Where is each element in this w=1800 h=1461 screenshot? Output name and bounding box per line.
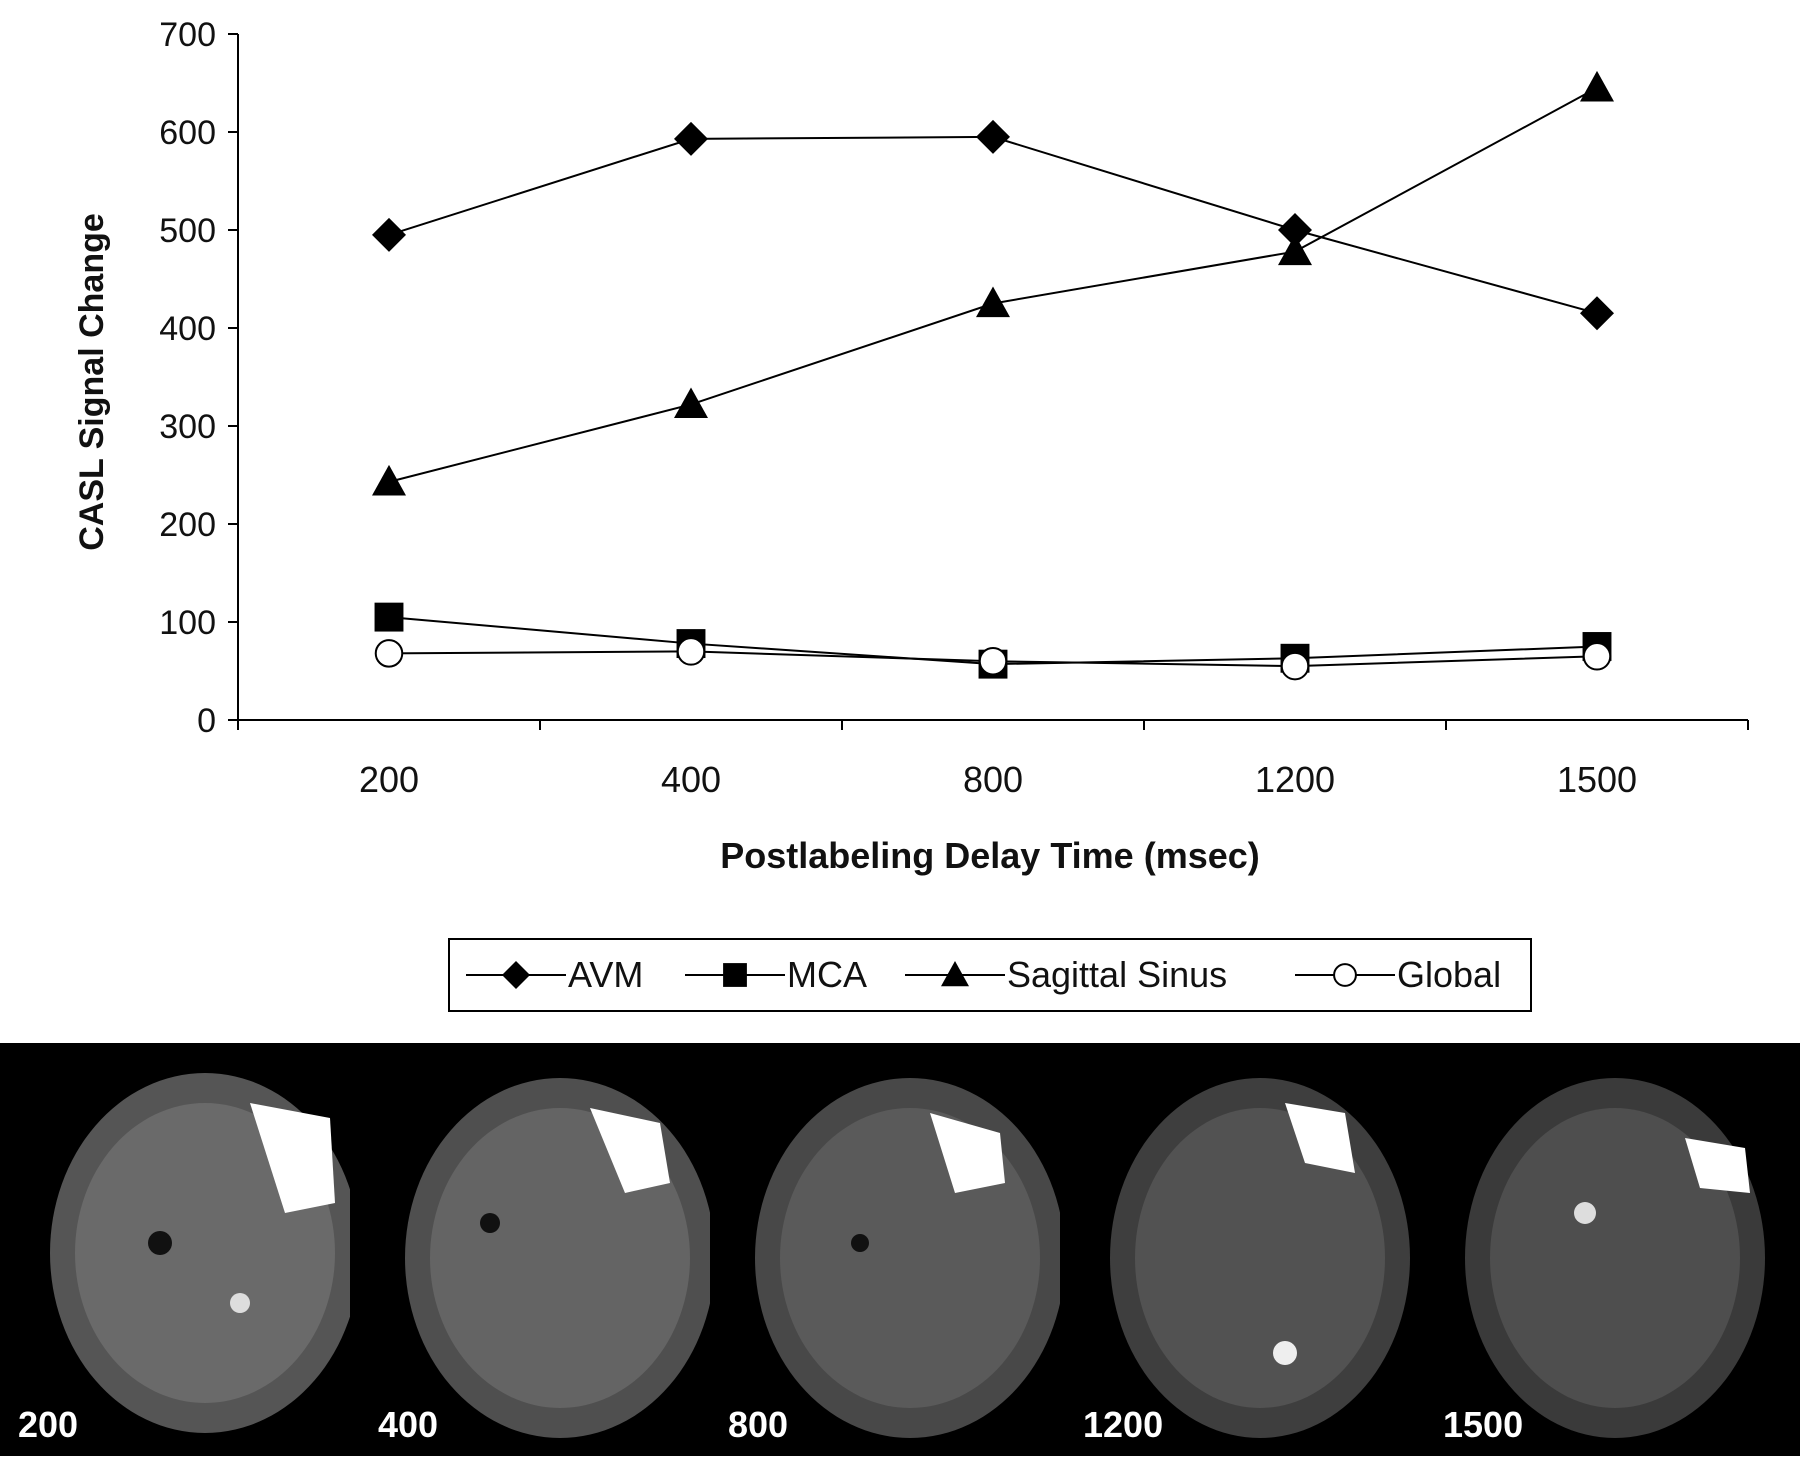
brain-image-label: 1500: [1443, 1404, 1524, 1445]
y-tick-label: 500: [159, 212, 216, 250]
perfusion-image-1200: 1200: [1075, 1043, 1415, 1456]
data-point: [374, 602, 404, 632]
y-tick-label: 200: [159, 506, 216, 544]
data-point: [674, 121, 708, 156]
legend-label: AVM: [568, 954, 643, 995]
y-tick-label: 0: [197, 702, 216, 740]
perfusion-image-400: 400: [370, 1043, 715, 1456]
legend-item: Global: [1295, 954, 1501, 995]
legend-marker: [502, 961, 530, 989]
y-axis: 0 100 200 300 400 500 600 700: [159, 16, 239, 740]
perfusion-image-200: 200: [10, 1043, 360, 1456]
y-tick-label: 400: [159, 310, 216, 348]
brain-scan-image: [1465, 1078, 1765, 1438]
brain-image-label: 800: [728, 1404, 789, 1445]
data-point: [978, 646, 1008, 676]
perfusion-image-1500: 1500: [1435, 1043, 1775, 1456]
brain-scan-image: [50, 1073, 360, 1433]
legend-marker: [1333, 963, 1357, 987]
data-point: [374, 639, 404, 668]
legend-item: AVM: [466, 954, 643, 995]
line-chart: 0 100 200 300 400 500 600 700 200 400 800 1200 1500…: [73, 16, 1749, 1012]
x-tick-label: 1200: [1255, 759, 1335, 800]
y-tick-label: 600: [159, 114, 216, 152]
legend-item: MCA: [685, 954, 867, 995]
legend: AVM MCA Sagittal Sinus Global: [448, 938, 1532, 1012]
series-sagittal-sinus: [372, 70, 1614, 496]
x-tick-label: 800: [963, 759, 1023, 800]
legend-label: Global: [1397, 954, 1501, 995]
brain-scan-image: [755, 1078, 1065, 1438]
legend-label: MCA: [787, 954, 867, 995]
data-point: [976, 119, 1010, 154]
data-point: [1580, 70, 1614, 102]
data-point: [676, 637, 706, 666]
data-point: [1580, 296, 1614, 331]
legend-item: Sagittal Sinus: [905, 954, 1227, 995]
y-tick-label: 100: [159, 604, 216, 642]
data-point: [1280, 651, 1310, 681]
x-axis-label: Postlabeling Delay Time (msec): [720, 835, 1260, 876]
legend-marker: [941, 961, 969, 987]
brain-image-label: 1200: [1083, 1404, 1164, 1445]
brain-scan-image: [405, 1078, 715, 1438]
data-point: [1278, 213, 1312, 247]
data-point: [674, 387, 708, 419]
series-layer: [372, 70, 1614, 681]
brain-scan-image: [1110, 1078, 1410, 1438]
y-axis-label: CASL Signal Change: [73, 213, 111, 551]
y-tick-label: 700: [159, 16, 216, 54]
legend-label: Sagittal Sinus: [1007, 954, 1227, 995]
y-tick-label: 300: [159, 408, 216, 446]
brain-image-label: 200: [18, 1404, 79, 1445]
legend-marker: [723, 963, 747, 987]
data-point: [1278, 234, 1312, 266]
x-tick-label: 200: [359, 759, 419, 800]
series-global: [374, 637, 1612, 681]
data-point: [372, 464, 406, 496]
x-tick-label: 1500: [1557, 759, 1637, 800]
brain-image-label: 400: [378, 1404, 439, 1445]
x-tick-label: 400: [661, 759, 721, 800]
perfusion-image-strip: 200 400 800 1200: [0, 1043, 1800, 1456]
data-point: [976, 286, 1010, 318]
data-point: [1582, 642, 1612, 671]
series-avm: [372, 119, 1614, 331]
x-axis: 200 400 800 1200 1500: [237, 719, 1749, 800]
data-point: [372, 217, 406, 252]
perfusion-image-800: 800: [720, 1043, 1065, 1456]
